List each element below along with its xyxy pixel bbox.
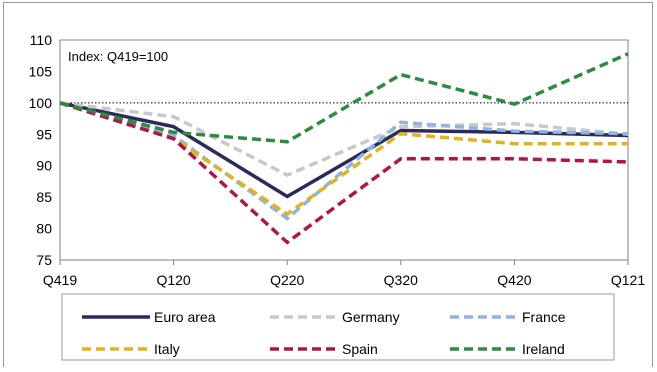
series-line-ireland <box>59 52 629 144</box>
legend-label-euro-area: Euro area <box>154 309 216 325</box>
x-tick-label: Q120 <box>156 272 190 288</box>
y-tick-label: 100 <box>29 95 53 111</box>
x-tick-label: Q320 <box>384 272 418 288</box>
y-tick-label: 95 <box>36 126 52 142</box>
legend-label-france: France <box>522 309 566 325</box>
y-tick-label: 75 <box>36 252 52 268</box>
chart-annotation: Index: Q419=100 <box>68 49 168 64</box>
y-tick-label: 90 <box>36 158 52 174</box>
plot-area <box>59 39 629 261</box>
y-tick-label: 85 <box>36 189 52 205</box>
y-tick-label: 105 <box>29 63 53 79</box>
x-tick-label: Q220 <box>270 272 304 288</box>
series-line-france <box>59 101 629 221</box>
legend-label-italy: Italy <box>154 341 180 357</box>
y-tick-label: 80 <box>36 221 52 237</box>
legend-box <box>61 293 615 361</box>
series-line-germany <box>59 101 629 178</box>
x-tick-label: Q420 <box>497 272 531 288</box>
x-tick-label: Q121 <box>611 272 645 288</box>
legend-label-spain: Spain <box>342 341 378 357</box>
legend-label-ireland: Ireland <box>522 341 565 357</box>
x-tick-label: Q419 <box>43 272 77 288</box>
series-line-spain <box>59 101 629 245</box>
legend-label-germany: Germany <box>342 309 400 325</box>
y-tick-label: 110 <box>30 32 53 48</box>
